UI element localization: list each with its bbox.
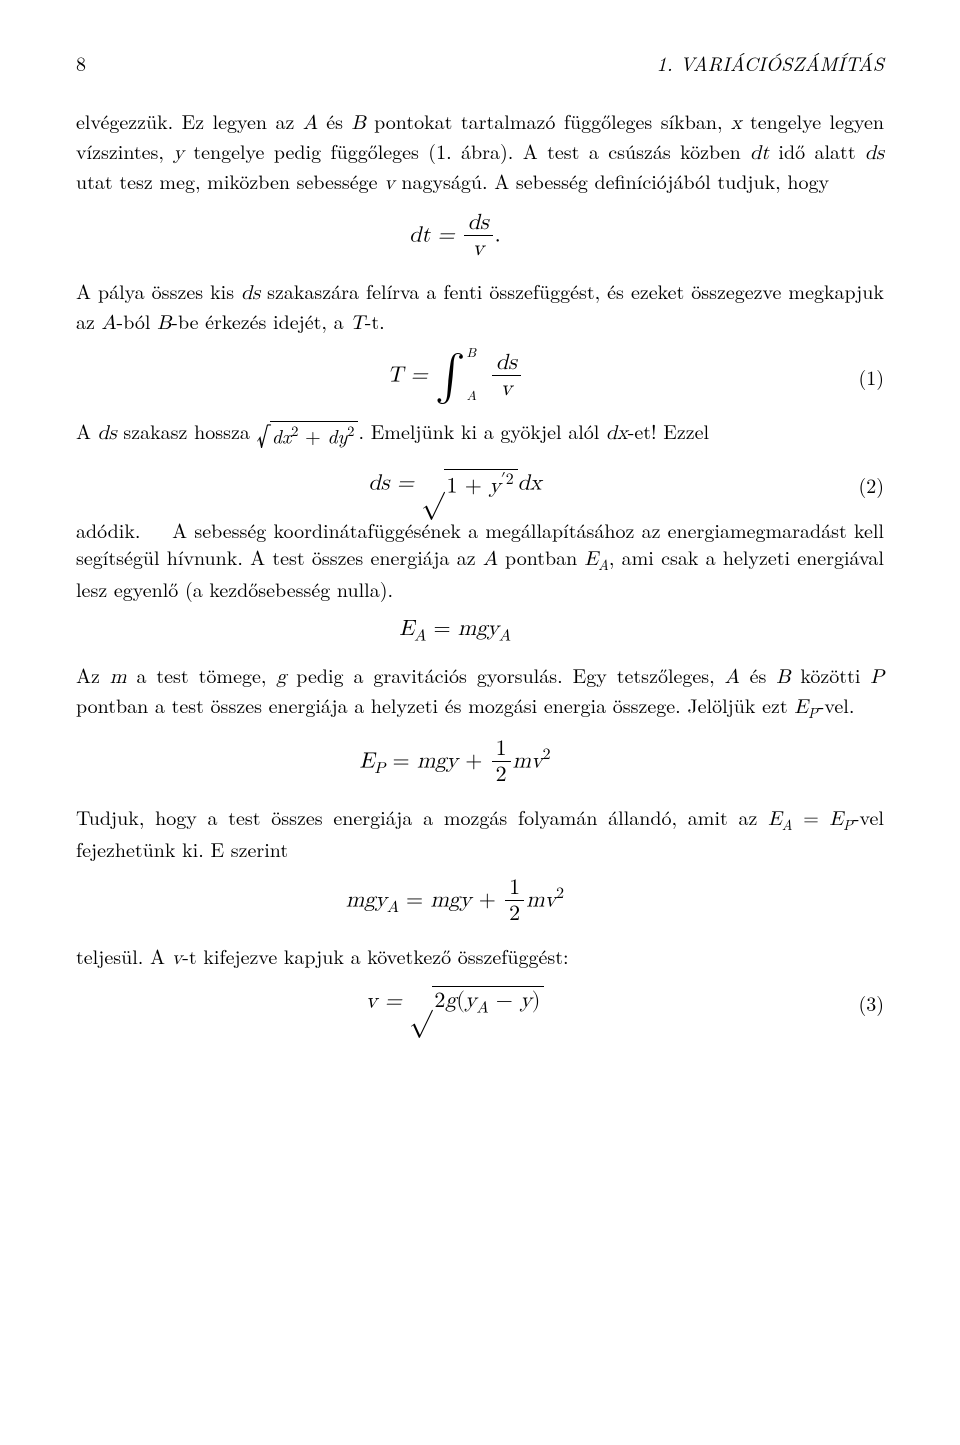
eq-dt-tail: . bbox=[495, 225, 501, 247]
equation-3-body: v = √2g(yA − y) bbox=[76, 986, 834, 1020]
equation-3: v = √2g(yA − y) (3) bbox=[76, 986, 884, 1020]
eq-eb-num: 1 bbox=[505, 876, 524, 901]
equation-energy-balance: mgyA = mgy + 1 2 mv2 bbox=[76, 876, 884, 928]
eq1-upper-limit: B bbox=[467, 347, 477, 360]
equation-2: ds = √1 + y′2dx (2) bbox=[76, 468, 884, 502]
eq1-num: ds bbox=[492, 351, 521, 376]
paragraph-3: A ds szakasz hossza √dx2 + dy2. Emeljünk… bbox=[76, 416, 884, 454]
eq2-number: (2) bbox=[834, 470, 884, 499]
equation-dt: dt = ds v . bbox=[76, 211, 884, 263]
paragraph-6: Tudjuk, hogy a test összes energiája a m… bbox=[76, 803, 884, 862]
eq2-lhs: ds = bbox=[368, 473, 421, 495]
paragraph-7: teljesül. A v-t kifejezve kapjuk a követ… bbox=[76, 942, 884, 972]
paragraph-2: A pálya összes kis ds szakaszára felírva… bbox=[76, 277, 884, 337]
eq-eb-den: 2 bbox=[505, 901, 524, 927]
equation-EP-body: EP = mgy + 1 2 mv2 bbox=[76, 737, 834, 789]
page-number: 8 bbox=[76, 48, 86, 77]
eq3-lhs: v = bbox=[366, 991, 409, 1013]
eq-EP-num: 1 bbox=[492, 737, 511, 762]
eq-dt-lhs: dt = bbox=[409, 225, 462, 247]
eq1-den: v bbox=[492, 376, 521, 402]
equation-1-body: T = ∫ B A ds v bbox=[76, 351, 834, 403]
paragraph-5: Az m a test tömege, g pedig a gravitáció… bbox=[76, 661, 884, 723]
equation-EP: EP = mgy + 1 2 mv2 bbox=[76, 737, 884, 789]
eq3-number: (3) bbox=[834, 988, 884, 1017]
eq2-tail: dx bbox=[518, 473, 542, 495]
integral-icon: ∫ bbox=[435, 363, 466, 391]
equation-dt-body: dt = ds v . bbox=[76, 211, 834, 263]
equation-energy-body: mgyA = mgy + 1 2 mv2 bbox=[76, 876, 834, 928]
equation-1: T = ∫ B A ds v (1) bbox=[76, 351, 884, 403]
equation-2-body: ds = √1 + y′2dx bbox=[76, 468, 834, 502]
running-header: 8 1. VARIÁCIÓSZÁMÍTÁS bbox=[76, 48, 884, 77]
eq1-lhs: T = bbox=[387, 364, 435, 386]
eq-dt-den: v bbox=[464, 236, 493, 262]
paragraph-1: elvégezzük. Ez legyen az A és B pontokat… bbox=[76, 107, 884, 197]
eq-dt-num: ds bbox=[464, 211, 493, 236]
equation-EA: EA = mgyA bbox=[76, 616, 884, 646]
equation-EA-body: EA = mgyA bbox=[76, 616, 834, 646]
page: 8 1. VARIÁCIÓSZÁMÍTÁS elvégezzük. Ez leg… bbox=[0, 0, 960, 1445]
eq1-lower-limit: A bbox=[467, 390, 477, 403]
paragraph-4: adódik. A sebesség koordinátafüggésének … bbox=[76, 516, 884, 602]
chapter-title: 1. VARIÁCIÓSZÁMÍTÁS bbox=[656, 48, 884, 77]
eq-EP-den: 2 bbox=[492, 762, 511, 788]
eq1-number: (1) bbox=[834, 362, 884, 391]
